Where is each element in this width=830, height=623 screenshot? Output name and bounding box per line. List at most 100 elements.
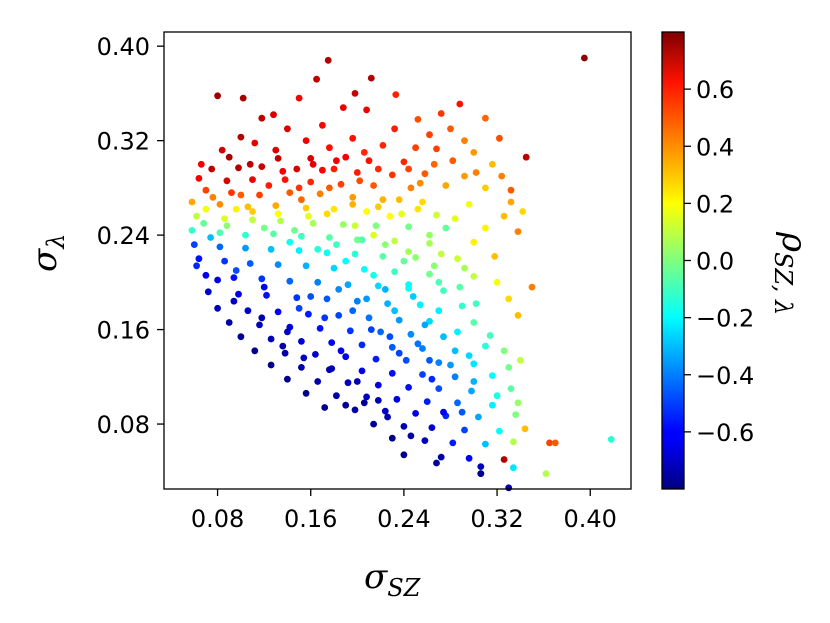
colorbar-tick-label-6: 0.6 — [696, 76, 734, 104]
data-point-34 — [365, 157, 373, 165]
data-point-271 — [360, 149, 368, 156]
data-point-195 — [321, 404, 329, 411]
data-point-187 — [507, 385, 515, 392]
data-point-145 — [225, 319, 233, 326]
data-point-122 — [374, 282, 382, 290]
data-point-299 — [454, 328, 461, 336]
data-point-91 — [358, 236, 366, 244]
data-point-211 — [482, 440, 489, 448]
data-point-232 — [249, 208, 256, 215]
data-point-162 — [500, 347, 508, 355]
data-point-49 — [281, 176, 289, 184]
data-point-315 — [435, 278, 443, 286]
data-point-320 — [305, 212, 312, 220]
y-tick-label-3: 0.32 — [97, 128, 150, 156]
data-point-203 — [400, 423, 408, 430]
data-point-273 — [447, 125, 454, 133]
data-point-148 — [316, 325, 324, 332]
data-point-87 — [242, 231, 249, 239]
data-point-246 — [330, 165, 338, 173]
data-point-95 — [190, 241, 198, 249]
data-point-184 — [405, 384, 412, 391]
data-point-166 — [342, 353, 350, 361]
data-point-73 — [433, 211, 440, 219]
data-point-56 — [202, 186, 210, 194]
data-point-100 — [323, 249, 331, 257]
data-point-233 — [291, 227, 298, 234]
data-point-105 — [491, 253, 499, 260]
data-point-125 — [528, 283, 536, 291]
data-point-47 — [223, 177, 231, 185]
data-point-85 — [188, 227, 196, 234]
data-point-208 — [388, 434, 396, 442]
data-point-257 — [426, 231, 433, 239]
data-point-329 — [342, 153, 350, 161]
data-point-274 — [470, 149, 478, 156]
data-point-11 — [339, 104, 347, 111]
x-tick-label-1: 0.16 — [284, 505, 337, 533]
data-point-71 — [363, 208, 370, 215]
data-point-58 — [256, 191, 263, 199]
data-point-154 — [237, 333, 245, 341]
data-point-86 — [216, 229, 224, 237]
data-point-97 — [242, 244, 249, 252]
data-point-54 — [442, 182, 450, 189]
data-point-114 — [426, 270, 433, 278]
data-point-197 — [381, 407, 389, 415]
data-point-235 — [370, 231, 377, 239]
data-point-182 — [344, 379, 352, 387]
data-point-23 — [496, 134, 503, 142]
data-point-116 — [202, 271, 210, 279]
data-point-210 — [449, 439, 457, 447]
data-point-324 — [200, 219, 208, 227]
data-point-258 — [400, 257, 408, 265]
data-point-283 — [214, 276, 222, 284]
data-point-338 — [326, 184, 333, 192]
data-point-8 — [392, 91, 400, 98]
data-point-183 — [374, 381, 382, 389]
data-point-115 — [470, 273, 478, 280]
data-point-131 — [353, 297, 361, 305]
data-point-74 — [500, 212, 508, 220]
data-point-42 — [353, 169, 361, 176]
data-point-22 — [461, 137, 468, 145]
data-point-202 — [370, 420, 377, 428]
data-point-205 — [461, 426, 468, 434]
data-point-19 — [319, 121, 326, 129]
data-point-300 — [482, 342, 489, 350]
data-point-212 — [510, 438, 517, 446]
data-point-281 — [258, 314, 266, 322]
data-point-230 — [260, 283, 268, 291]
data-point-88 — [270, 230, 277, 238]
data-point-255 — [493, 278, 501, 286]
colorbar — [661, 31, 685, 490]
data-point-135 — [214, 304, 222, 312]
data-point-28 — [433, 145, 440, 153]
data-point-287 — [447, 361, 454, 369]
data-point-314 — [405, 281, 412, 289]
data-point-313 — [465, 352, 473, 359]
data-point-231 — [232, 267, 240, 274]
colorbar-tick-label-0: −0.6 — [696, 419, 754, 447]
data-point-213 — [546, 439, 553, 447]
data-point-201 — [512, 411, 520, 418]
x-axis-ticks: 0.08 0.16 0.24 0.32 0.40 — [191, 489, 617, 533]
data-point-46 — [195, 175, 203, 182]
data-point-93 — [426, 240, 433, 247]
data-point-157 — [328, 339, 336, 346]
data-point-72 — [398, 210, 405, 218]
data-point-35 — [400, 158, 408, 166]
data-point-297 — [391, 307, 398, 315]
data-point-106 — [195, 255, 203, 263]
data-point-163 — [251, 347, 259, 355]
data-point-337 — [374, 203, 382, 211]
data-point-249 — [323, 210, 331, 218]
data-point-293 — [279, 342, 287, 350]
data-point-156 — [298, 338, 305, 345]
data-point-102 — [379, 253, 387, 260]
data-point-289 — [374, 397, 382, 404]
data-point-24 — [251, 139, 259, 147]
data-point-44 — [421, 170, 429, 178]
data-point-239 — [472, 300, 480, 307]
data-point-5 — [239, 94, 247, 102]
